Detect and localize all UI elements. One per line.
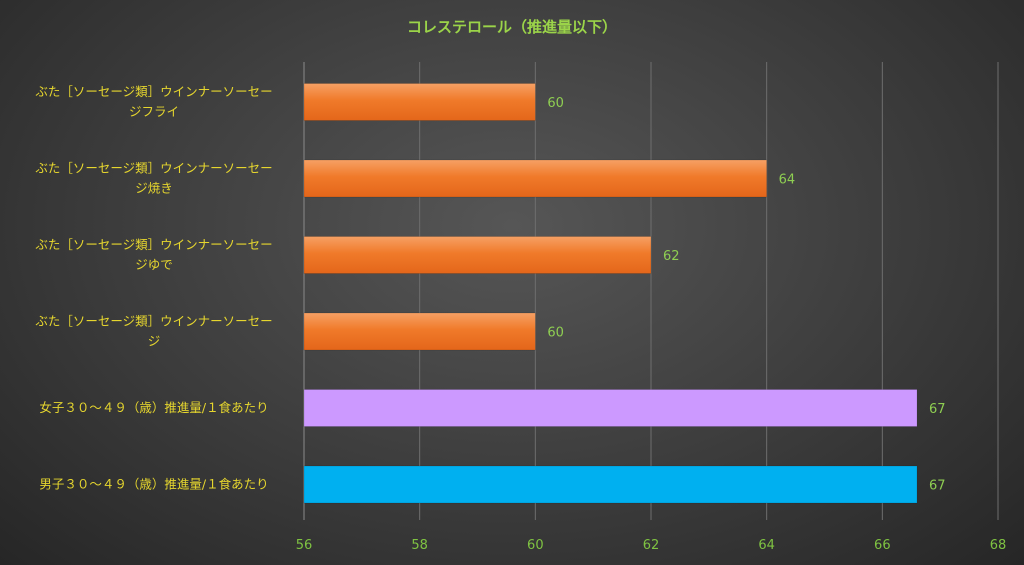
bars xyxy=(303,83,918,504)
category-label: 女子３０～４９（歳）推進量/１食あたり xyxy=(39,400,268,415)
bar xyxy=(303,312,536,351)
x-tick-label: 64 xyxy=(758,538,775,553)
data-label: 62 xyxy=(663,249,680,264)
data-label: 60 xyxy=(547,326,564,341)
x-axis-tick-labels: 56 58 60 62 64 66 68 xyxy=(296,538,1007,553)
data-label: 64 xyxy=(779,173,796,188)
x-tick-label: 56 xyxy=(296,538,313,553)
category-label: ぶた［ソーセージ類］ウインナーソーセージ xyxy=(35,314,272,349)
x-tick-label: 68 xyxy=(990,538,1007,553)
bar xyxy=(303,465,918,504)
category-labels: ぶた［ソーセージ類］ウインナーソーセージフライぶた［ソーセージ類］ウインナーソー… xyxy=(35,84,272,492)
chart-title: コレステロール（推進量以下） xyxy=(407,18,617,36)
category-label: ぶた［ソーセージ類］ウインナーソーセージ焼き xyxy=(35,161,272,196)
bar xyxy=(303,83,536,121)
x-tick-label: 58 xyxy=(411,538,428,553)
data-labels: 60 64 62 60 67 67 xyxy=(547,96,945,494)
category-label: 男子３０～４９（歳）推進量/１食あたり xyxy=(39,477,268,492)
bar xyxy=(303,159,767,198)
bar xyxy=(303,236,652,274)
data-label: 60 xyxy=(547,96,564,111)
data-label: 67 xyxy=(929,402,946,417)
gridlines xyxy=(303,62,999,520)
category-label: ぶた［ソーセージ類］ウインナーソーセージフライ xyxy=(35,84,272,119)
category-label: ぶた［ソーセージ類］ウインナーソーセージゆで xyxy=(35,237,272,272)
x-tick-label: 66 xyxy=(874,538,891,553)
data-label: 67 xyxy=(929,479,946,494)
x-tick-label: 60 xyxy=(527,538,544,553)
x-tick-label: 62 xyxy=(643,538,660,553)
bar xyxy=(303,389,918,427)
